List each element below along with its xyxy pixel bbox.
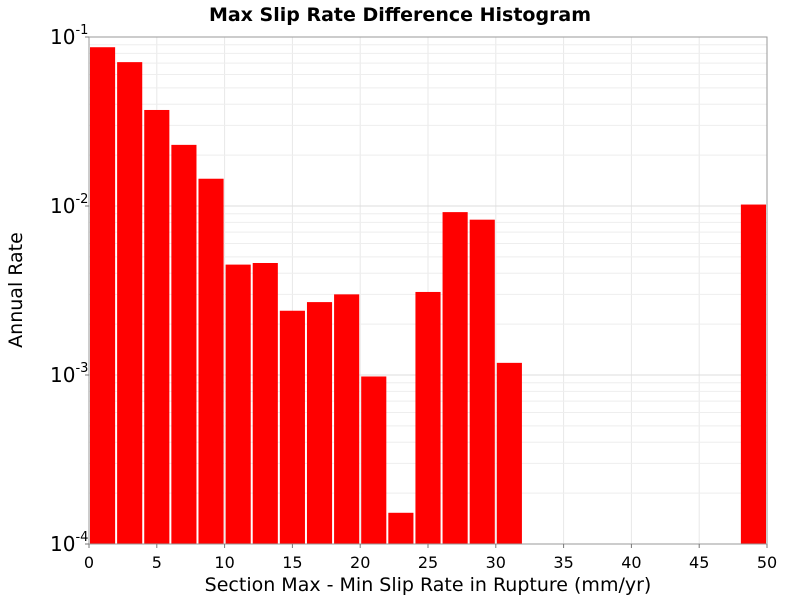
x-ticks: 0 5 10 15 20 25 30 35 40 45 50	[84, 544, 777, 572]
y-tick-exponent: -1	[75, 23, 88, 38]
y-tick-label: 10-3	[50, 361, 88, 387]
y-axis-label: Annual Rate	[5, 232, 27, 348]
bar-13	[442, 212, 468, 544]
y-tick-label: 10-2	[50, 192, 88, 218]
y-tick-base: 10	[50, 532, 75, 556]
bar-16	[740, 204, 766, 544]
x-tick-label: 25	[418, 553, 438, 572]
bar-12	[415, 291, 441, 544]
bar-4	[198, 178, 224, 544]
y-tick-base: 10	[50, 363, 75, 387]
bar-14	[469, 219, 495, 545]
bar-0	[90, 47, 116, 544]
bars	[90, 47, 766, 545]
bar-10	[361, 376, 387, 544]
x-tick-label: 20	[350, 553, 370, 572]
x-axis-label: Section Max - Min Slip Rate in Rupture (…	[205, 574, 652, 596]
x-tick-label: 15	[282, 553, 302, 572]
x-tick-label: 10	[214, 553, 234, 572]
y-tick-exponent: -3	[75, 361, 88, 376]
x-tick-label: 50	[757, 553, 777, 572]
y-tick-label: 10-4	[50, 530, 88, 556]
bar-8	[306, 302, 333, 544]
bar-5	[225, 264, 251, 544]
bar-3	[171, 144, 197, 545]
bar-15	[496, 362, 522, 544]
chart-title: Max Slip Rate Difference Histogram	[209, 4, 591, 26]
y-ticks: 10-110-210-310-4	[50, 23, 89, 556]
y-tick-base: 10	[50, 194, 75, 218]
x-tick-label: 35	[553, 553, 573, 572]
x-tick-label: 45	[689, 553, 709, 572]
bar-1	[117, 62, 143, 545]
y-tick-exponent: -2	[75, 192, 88, 207]
x-tick-label: 30	[486, 553, 506, 572]
bar-2	[144, 109, 170, 544]
bar-9	[334, 294, 360, 544]
bar-11	[388, 512, 414, 544]
x-tick-label: 40	[621, 553, 641, 572]
y-tick-base: 10	[50, 25, 75, 49]
x-tick-label: 5	[152, 553, 162, 572]
y-tick-label: 10-1	[50, 23, 88, 49]
y-tick-exponent: -4	[75, 530, 88, 545]
x-tick-label: 0	[84, 553, 94, 572]
bar-6	[252, 262, 278, 544]
bar-7	[279, 310, 305, 544]
